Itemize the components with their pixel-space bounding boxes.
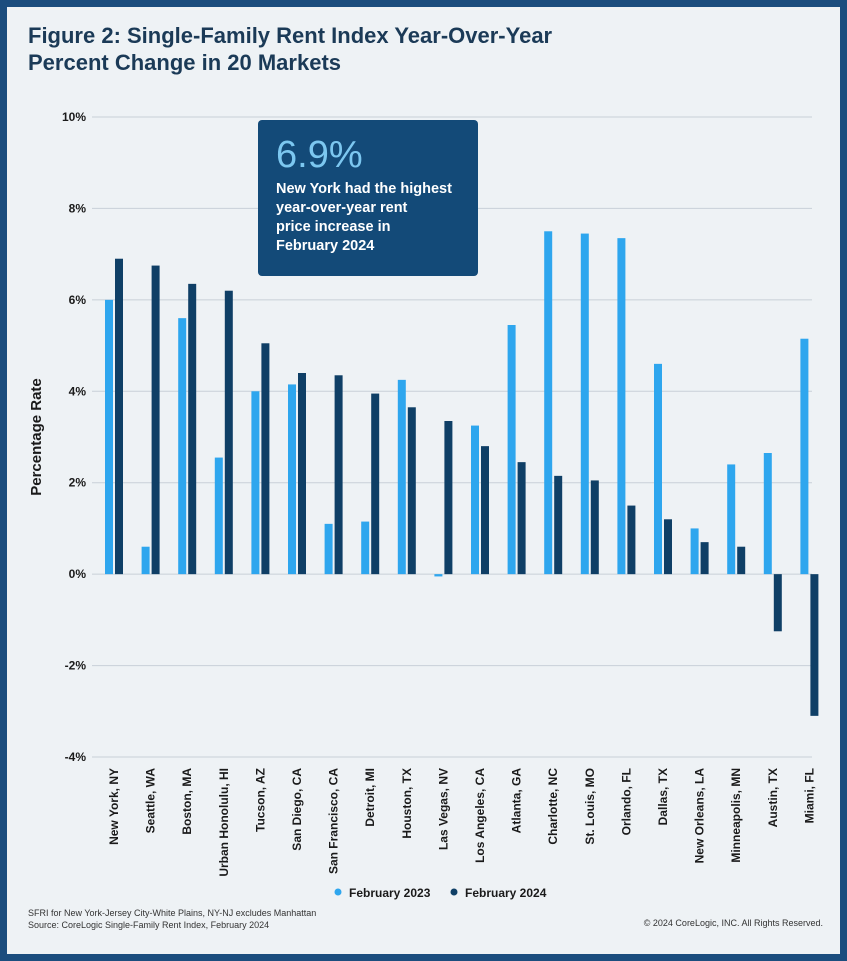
bar — [324, 523, 333, 575]
bar — [554, 475, 563, 575]
x-tick-label: New Orleans, LA — [693, 768, 707, 864]
x-tick-label: Tucson, AZ — [253, 768, 267, 832]
legend-marker — [334, 888, 342, 896]
bar — [727, 464, 736, 575]
bar — [507, 325, 516, 575]
x-tick-label: New York, NY — [107, 768, 121, 845]
bar — [434, 574, 443, 577]
bar — [590, 480, 599, 575]
bar — [580, 233, 589, 575]
bar — [700, 542, 709, 575]
x-tick-label: Detroit, MI — [363, 768, 377, 827]
y-tick-label: 2% — [69, 476, 87, 490]
y-tick-label: 10% — [62, 110, 86, 124]
callout-text-line: February 2024 — [276, 238, 375, 254]
y-tick-label: -2% — [65, 659, 87, 673]
copyright-notice: © 2024 CoreLogic, INC. All Rights Reserv… — [643, 918, 823, 928]
bar — [105, 299, 113, 575]
chart-title-line2: Percent Change in 20 Markets — [28, 50, 342, 75]
bar — [261, 343, 270, 575]
bar — [654, 363, 662, 575]
x-tick-label: Boston, MA — [180, 768, 194, 835]
callout-value: 6.9% — [276, 134, 363, 176]
x-tick-label: Minneapolis, MN — [729, 768, 743, 863]
legend-label: February 2024 — [465, 886, 547, 900]
x-tick-label: St. Louis, MO — [583, 768, 597, 845]
bar — [517, 462, 526, 575]
y-tick-label: 4% — [69, 384, 87, 398]
bar — [444, 421, 453, 575]
x-tick-label: San Francisco, CA — [327, 768, 341, 874]
y-tick-label: 0% — [69, 567, 87, 581]
bar — [188, 283, 197, 575]
callout-text-line: New York had the highest — [276, 181, 452, 197]
bar — [334, 375, 343, 575]
bar — [141, 546, 150, 575]
x-tick-label: Miami, FL — [802, 768, 816, 823]
x-tick-label: Seattle, WA — [144, 768, 158, 834]
x-tick-label: Atlanta, GA — [510, 768, 524, 834]
bar — [664, 519, 672, 575]
x-tick-label: Los Angeles, CA — [473, 768, 487, 863]
bar — [471, 425, 479, 575]
x-tick-label: Charlotte, NC — [546, 768, 560, 845]
bar — [407, 407, 416, 575]
x-tick-label: Urban Honolulu, HI — [217, 768, 231, 877]
y-tick-label: 8% — [69, 201, 87, 215]
x-tick-label: Las Vegas, NV — [436, 768, 450, 850]
bar — [544, 231, 553, 575]
bar — [371, 393, 380, 575]
bar — [361, 521, 370, 575]
bar — [481, 446, 489, 575]
chart-title-line1: Figure 2: Single-Family Rent Index Year-… — [28, 23, 553, 48]
bar — [288, 384, 296, 575]
bar — [251, 391, 260, 575]
bar — [617, 238, 626, 575]
y-tick-label: 6% — [69, 293, 87, 307]
callout-text: New York had the highest year-over-year … — [276, 180, 460, 256]
footnote: SFRI for New York-Jersey City-White Plai… — [28, 907, 316, 931]
bar — [810, 574, 819, 716]
bar — [773, 574, 782, 632]
bar — [224, 290, 233, 575]
x-tick-label: San Diego, CA — [290, 768, 304, 851]
bar — [178, 318, 187, 575]
bar — [627, 505, 636, 575]
bar — [214, 457, 223, 575]
x-tick-label: Orlando, FL — [619, 768, 633, 835]
chart-title: Figure 2: Single-Family Rent Index Year-… — [28, 22, 552, 76]
bar — [800, 338, 809, 575]
bar — [397, 379, 406, 575]
bar — [115, 258, 123, 575]
callout-text-line: year-over-year rent — [276, 200, 408, 216]
y-axis-label: Percentage Rate — [28, 378, 45, 496]
x-tick-label: Austin, TX — [766, 768, 780, 827]
bar — [737, 546, 746, 575]
highlight-callout: 6.9% New York had the highest year-over-… — [258, 120, 478, 276]
bar — [690, 528, 699, 575]
bar — [298, 373, 306, 575]
callout-text-line: price increase in — [276, 219, 391, 235]
x-tick-label: Dallas, TX — [656, 768, 670, 825]
bar — [151, 265, 160, 575]
legend-label: February 2023 — [349, 886, 431, 900]
x-tick-label: Houston, TX — [400, 768, 414, 839]
footnote-line1: SFRI for New York-Jersey City-White Plai… — [28, 908, 317, 918]
bar — [763, 453, 772, 575]
legend-marker — [450, 888, 458, 896]
footnote-source: Source: CoreLogic Single-Family Rent Ind… — [28, 920, 270, 930]
y-tick-label: -4% — [65, 750, 87, 764]
